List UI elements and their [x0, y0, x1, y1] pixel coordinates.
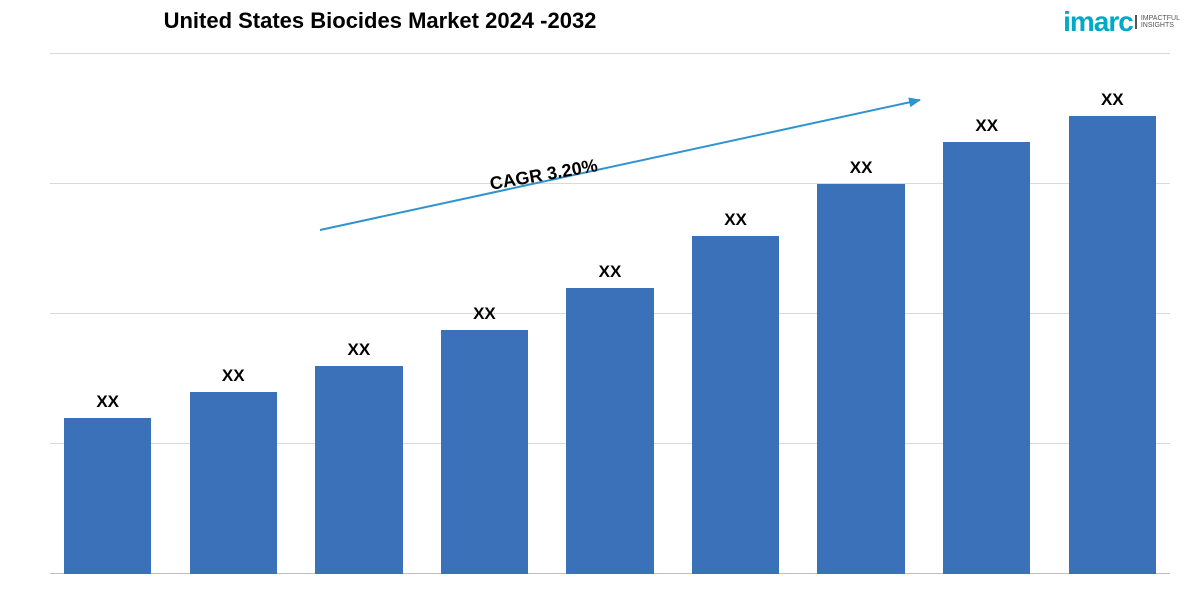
bar-value-label: XX: [96, 392, 119, 412]
bar-rect: [64, 418, 151, 574]
bar-value-label: XX: [975, 116, 998, 136]
brand-logo-tagline: IMPACTFUL INSIGHTS: [1135, 15, 1180, 29]
bar: XX: [64, 54, 151, 574]
bar-value-label: XX: [724, 210, 747, 230]
bar-rect: [692, 236, 779, 574]
bar-rect: [1069, 116, 1156, 574]
bar-rect: [817, 184, 904, 574]
bar-rect: [566, 288, 653, 574]
bar: XX: [692, 54, 779, 574]
bar: XX: [441, 54, 528, 574]
bar: XX: [817, 54, 904, 574]
bar: XX: [315, 54, 402, 574]
bar-value-label: XX: [1101, 90, 1124, 110]
chart-page: United States Biocides Market 2024 -2032…: [0, 0, 1200, 600]
bar-rect: [441, 330, 528, 574]
plot-area: CAGR 3.20% XXXXXXXXXXXXXXXXXX: [50, 54, 1170, 574]
bar-value-label: XX: [473, 304, 496, 324]
bar-value-label: XX: [222, 366, 245, 386]
bar: XX: [943, 54, 1030, 574]
brand-logo-text: imarc: [1063, 6, 1133, 38]
chart-title: United States Biocides Market 2024 -2032: [0, 8, 760, 34]
brand-logo: imarc IMPACTFUL INSIGHTS: [1063, 6, 1180, 38]
bar-rect: [943, 142, 1030, 574]
bar-value-label: XX: [599, 262, 622, 282]
plot-inner: CAGR 3.20% XXXXXXXXXXXXXXXXXX: [50, 54, 1170, 574]
bar: XX: [190, 54, 277, 574]
bar-value-label: XX: [850, 158, 873, 178]
bar-rect: [315, 366, 402, 574]
bars-container: XX XX XX XX XX XX XX XX XX: [64, 54, 1156, 574]
bar-value-label: XX: [347, 340, 370, 360]
bar: XX: [566, 54, 653, 574]
bar-rect: [190, 392, 277, 574]
bar: XX: [1069, 54, 1156, 574]
